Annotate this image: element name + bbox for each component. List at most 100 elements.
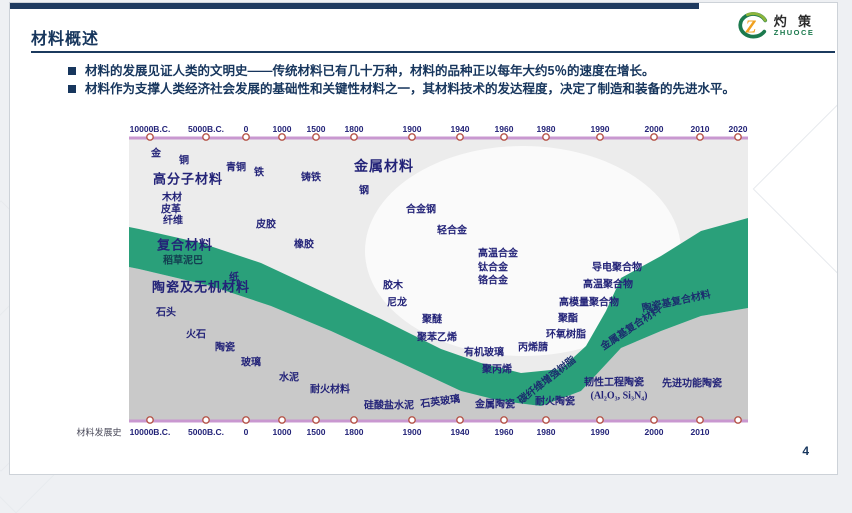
material-label: 皮革 — [161, 204, 181, 216]
material-label: 钢 — [359, 185, 369, 197]
timeline-tick-marker — [500, 416, 508, 424]
timeline-tick-marker — [542, 416, 550, 424]
material-label: 合金钢 — [406, 204, 436, 216]
timeline-tick-label: 1990 — [591, 427, 610, 437]
timeline-tick-label: 1990 — [591, 126, 610, 134]
material-label: 金 — [151, 148, 161, 160]
timeline-tick-marker — [278, 133, 286, 141]
material-label: 水泥 — [279, 372, 299, 384]
svg-text:Z: Z — [744, 17, 756, 37]
timeline-tick-marker — [650, 416, 658, 424]
timeline-tick-marker — [202, 416, 210, 424]
timeline-tick-marker — [242, 133, 250, 141]
material-label: 有机玻璃 — [464, 347, 504, 359]
material-label: 稻草泥巴 — [163, 255, 203, 267]
composite-band-label: 陶瓷基复合材料 — [641, 289, 712, 315]
timeline-tick-label: 1500 — [307, 427, 326, 437]
material-label: 青铜 — [226, 162, 246, 174]
timeline-tick-label: 1960 — [495, 126, 514, 134]
composites-band — [129, 218, 748, 406]
timeline-tick-marker — [408, 416, 416, 424]
material-label: 纤维 — [163, 215, 183, 227]
material-category-label: 复合材料 — [156, 237, 214, 253]
ceramics-region — [129, 267, 748, 421]
chart-canvas: 10000B.C. 10000B.C. 5000B.C. 5000B.C. 0 0 1000… — [129, 126, 748, 437]
material-label: 铜 — [179, 155, 189, 167]
timeline-tick-label: 0 — [244, 427, 249, 437]
page-title: 材料概述 — [31, 31, 100, 48]
material-label: 聚醚 — [422, 314, 442, 326]
material-label: 石英玻璃 — [419, 393, 461, 411]
material-label: 皮胶 — [256, 219, 276, 231]
timeline-tick-label: 1500 — [307, 126, 326, 134]
material-label: 高温聚合物 — [583, 279, 633, 291]
timeline-tick-marker — [696, 133, 704, 141]
material-label: 橡胶 — [294, 239, 314, 251]
material-label: 聚丙烯 — [482, 364, 512, 376]
material-label: 韧性工程陶瓷 — [584, 377, 644, 389]
material-label: 硅酸盐水泥 — [364, 400, 414, 412]
timeline-tick-label: 2000 — [645, 427, 664, 437]
timeline-tick-marker — [312, 133, 320, 141]
timeline-tick-marker — [408, 133, 416, 141]
timeline-tick-marker — [734, 133, 742, 141]
timeline-tick-marker — [350, 416, 358, 424]
material-label: 金属陶瓷 — [475, 399, 515, 411]
timeline-tick-marker — [596, 133, 604, 141]
material-label: 尼龙 — [387, 297, 407, 309]
company-logo: Z 灼 策 ZHUOCE — [736, 11, 815, 41]
material-label: 高温合金 — [478, 248, 518, 260]
bullet-text: 材料的发展见证人类的文明史——传统材料已有几十万种，材料的品种正以每年大约5％的… — [85, 64, 655, 78]
timeline-tick-marker — [146, 133, 154, 141]
material-label: 耐火陶瓷 — [535, 396, 575, 408]
bullet-list: 材料的发展见证人类的文明史——传统材料已有几十万种，材料的品种正以每年大约5％的… — [68, 63, 820, 98]
timeline-tick-label: 10000B.C. — [130, 427, 171, 437]
material-label: 石头 — [156, 307, 176, 319]
material-label: 丙烯腈 — [518, 342, 548, 354]
timeline-tick-marker — [500, 133, 508, 141]
bullet-item: 材料的发展见证人类的文明史——传统材料已有几十万种，材料的品种正以每年大约5％的… — [68, 63, 820, 80]
timeline-tick-label: 10000B.C. — [130, 126, 171, 134]
timeline-tick-label: 1000 — [273, 126, 292, 134]
materials-timeline-chart: 10000B.C. 10000B.C. 5000B.C. 5000B.C. 0 0 1000… — [61, 126, 781, 441]
timeline-tick-label: 1000 — [273, 427, 292, 437]
timeline-tick-label: 1900 — [403, 126, 422, 134]
material-label: 高模量聚合物 — [559, 297, 619, 309]
material-label: 导电聚合物 — [592, 262, 642, 274]
material-category-label: 金属材料 — [354, 160, 414, 175]
material-label: 纸 — [229, 272, 239, 284]
timeline-tick-marker — [596, 416, 604, 424]
timeline-tick-label: 1960 — [495, 427, 514, 437]
bullet-square-icon — [68, 67, 76, 75]
chart-axis-title: 材料发展史 — [76, 427, 122, 438]
timeline-tick-label: 5000B.C. — [188, 126, 224, 134]
material-label: 玻璃 — [241, 357, 261, 369]
bullet-square-icon — [68, 84, 76, 93]
timeline-tick-marker — [734, 416, 742, 424]
material-label: 聚酯 — [558, 313, 578, 325]
material-label: 环氧树脂 — [546, 329, 586, 341]
material-labels-layer: 金属材料 高分子材料 复合材料 陶瓷及无机材料 金铜青铜铁 铸铁钢合金钢 轻合金 高温合金 钛合… — [61, 126, 781, 441]
timeline-tick-marker — [312, 416, 320, 424]
material-category-label: 陶瓷及无机材料 — [151, 279, 251, 295]
material-label: 先进功能陶瓷 — [662, 378, 722, 390]
valley-highlight — [365, 146, 681, 356]
timeline-tick-marker — [456, 416, 464, 424]
logo-text-en: ZHUOCE — [773, 28, 815, 38]
timeline-tick-label: 2000 — [645, 126, 664, 134]
slide-top-accent-bar — [10, 3, 699, 9]
slide: 材料概述 Z 灼 策 ZHUOCE 材料的发展见证人类的文明史——传统材料已有几… — [9, 2, 838, 475]
timeline-tick-label: 1900 — [403, 427, 422, 437]
timeline-tick-label: 0 — [244, 126, 249, 134]
timeline-tick-label: 1800 — [345, 427, 364, 437]
timeline-tick-label: 1800 — [345, 126, 364, 134]
material-label: 铸铁 — [301, 172, 321, 184]
material-category-label: 高分子材料 — [152, 171, 224, 187]
timeline-tick-label: 1980 — [537, 126, 556, 134]
timeline-tick-label: 5000B.C. — [188, 427, 224, 437]
timeline-tick-label: 2010 — [691, 427, 710, 437]
material-label: 火石 — [186, 329, 206, 341]
timeline-tick-label: 2020 — [729, 126, 748, 134]
bullet-item: 材料作为支撑人类经济社会发展的基础性和关键性材料之一，其材料技术的发达程度，决定… — [68, 81, 820, 98]
timeline-tick-marker — [242, 416, 250, 424]
